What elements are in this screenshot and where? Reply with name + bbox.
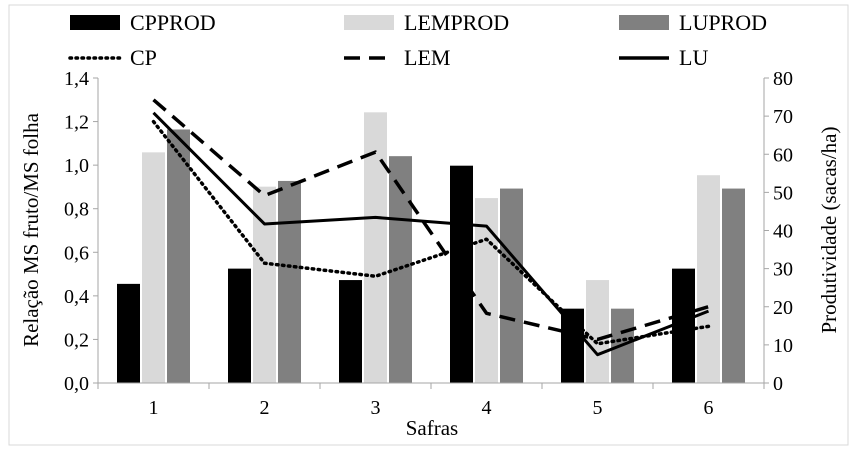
y-axis-right-title: Produtividade (sacas/ha): [817, 126, 841, 333]
lines-layer: [151, 98, 711, 357]
x-tick-label-5: 5: [593, 397, 603, 419]
line-lem: [152, 98, 709, 342]
bars-layer: [117, 112, 745, 383]
bar-cpprod-6: [672, 268, 695, 383]
y-right-tick-label: 70: [773, 106, 793, 128]
y-right-tick-label: 40: [773, 221, 793, 243]
bar-luprod-6: [722, 188, 745, 383]
legend-label-lemprod: LEMPROD: [404, 10, 509, 35]
line-cp: [151, 119, 711, 346]
y-left-tick-label: 0,4: [64, 286, 89, 308]
y-left-tick-label: 0,0: [64, 373, 89, 395]
bar-lemprod-1: [142, 152, 165, 383]
x-axis-title: Safras: [406, 416, 458, 440]
legend-swatch-cpprod: [70, 15, 120, 30]
y-left-tick-label: 0,8: [64, 199, 89, 221]
legend-layer: CPPROD LEMPROD LUPROD CP LEM LU: [68, 10, 767, 70]
legend-label-lu: LU: [679, 45, 708, 70]
y-right-tick-label: 50: [773, 182, 793, 204]
legend-swatch-luprod: [619, 15, 669, 30]
y-left-tick-label: 0,6: [64, 242, 89, 264]
bar-luprod-4: [500, 188, 523, 383]
x-tick-label-1: 1: [149, 397, 159, 419]
y-right-tick-label: 20: [773, 297, 793, 319]
bar-luprod-1: [167, 129, 190, 383]
bar-cpprod-3: [339, 280, 362, 383]
legend-swatch-lemprod: [344, 15, 394, 30]
legend-label-lem: LEM: [404, 45, 450, 70]
x-tick-label-2: 2: [260, 397, 270, 419]
y-right-tick-label: 60: [773, 144, 793, 166]
chart-frame: [8, 4, 849, 446]
y-left-tick-label: 1,2: [64, 112, 89, 134]
y-right-tick-label: 0: [773, 373, 783, 395]
legend-label-cpprod: CPPROD: [130, 10, 216, 35]
y-right-tick-label: 10: [773, 335, 793, 357]
y-left-tick-label: 0,2: [64, 329, 89, 351]
bar-lemprod-6: [697, 175, 720, 383]
legend-label-cp: CP: [130, 45, 157, 70]
legend-label-luprod: LUPROD: [679, 10, 767, 35]
y-left-tick-label: 1,0: [64, 155, 89, 177]
bar-cpprod-2: [228, 268, 251, 383]
bar-cpprod-1: [117, 283, 140, 383]
bar-luprod-2: [278, 180, 301, 383]
bar-lemprod-2: [253, 186, 276, 383]
x-tick-label-6: 6: [704, 397, 714, 419]
bar-lemprod-5: [586, 280, 609, 383]
x-tick-label-4: 4: [482, 397, 492, 419]
axes-layer: 0,0 0,2 0,4 0,6 0,8 1,0 1,2 1,4 0 10 20 30 40 50 60 70 8…: [64, 68, 793, 419]
y-left-tick-label: 1,4: [64, 68, 89, 90]
y-right-tick-label: 80: [773, 68, 793, 90]
y-right-tick-label: 30: [773, 259, 793, 281]
line-lu: [152, 111, 710, 357]
y-axis-left-title: Relação MS fruto/MS folha: [19, 112, 43, 347]
x-tick-label-3: 3: [371, 397, 381, 419]
bar-lemprod-3: [364, 112, 387, 383]
